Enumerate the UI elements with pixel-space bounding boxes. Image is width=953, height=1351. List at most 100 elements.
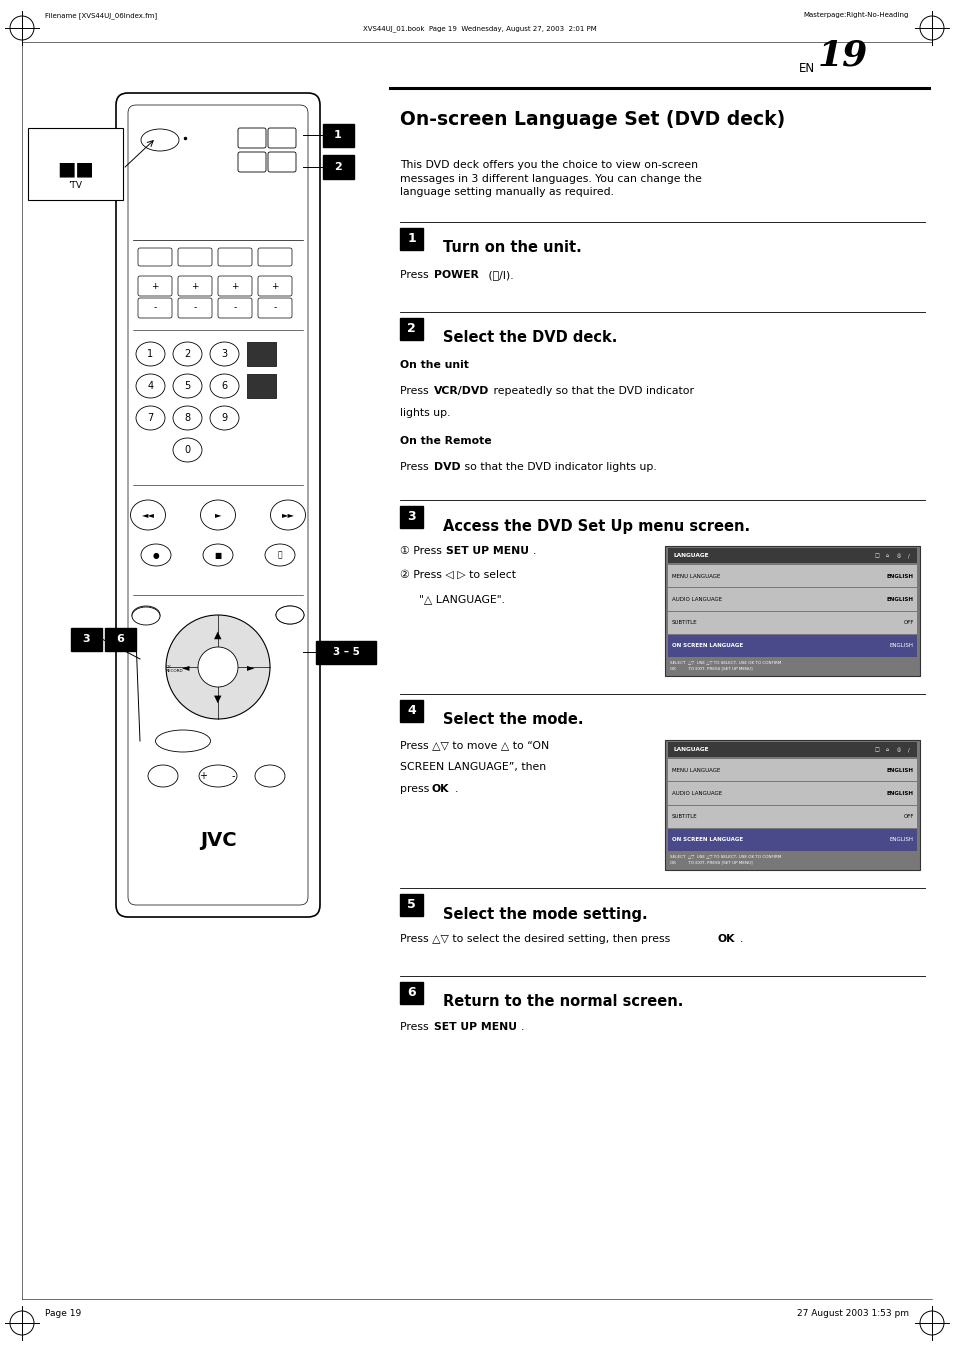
Text: 6: 6 (221, 381, 228, 390)
Text: Press: Press (399, 270, 432, 280)
Bar (247, 374, 275, 399)
Text: ▼: ▼ (214, 694, 221, 704)
Text: ⏯: ⏯ (277, 550, 282, 559)
Text: ENGLISH: ENGLISH (886, 597, 913, 603)
Bar (667, 635, 916, 657)
Text: Press: Press (399, 1021, 432, 1032)
Text: XVS44UJ_01.book  Page 19  Wednesday, August 27, 2003  2:01 PM: XVS44UJ_01.book Page 19 Wednesday, Augus… (362, 26, 596, 32)
Text: "△ LANGUAGE".: "△ LANGUAGE". (418, 594, 504, 604)
Text: ■■: ■■ (57, 159, 93, 178)
FancyBboxPatch shape (138, 276, 172, 296)
Text: ●: ● (152, 550, 159, 559)
Text: ① Press: ① Press (399, 546, 445, 557)
Text: This DVD deck offers you the choice to view on-screen
messages in 3 different la: This DVD deck offers you the choice to v… (399, 159, 701, 197)
FancyBboxPatch shape (268, 153, 295, 172)
Text: 7: 7 (147, 413, 153, 423)
Ellipse shape (265, 544, 294, 566)
Text: SET UP MENU: SET UP MENU (446, 546, 529, 557)
Text: ENGLISH: ENGLISH (889, 838, 913, 843)
Text: Page 19: Page 19 (45, 1309, 81, 1319)
Ellipse shape (172, 438, 202, 462)
FancyBboxPatch shape (218, 276, 252, 296)
Bar (322, 155, 354, 178)
Text: MENU LANGUAGE: MENU LANGUAGE (671, 574, 720, 578)
Text: On the Remote: On the Remote (399, 436, 491, 446)
FancyBboxPatch shape (218, 299, 252, 317)
Text: +: + (271, 281, 278, 290)
Text: 8: 8 (184, 413, 191, 423)
Ellipse shape (275, 607, 304, 624)
Ellipse shape (172, 374, 202, 399)
Text: 3: 3 (82, 634, 90, 644)
Text: ◄◄: ◄◄ (141, 511, 154, 520)
Ellipse shape (275, 607, 304, 624)
Text: 3: 3 (221, 349, 228, 359)
Ellipse shape (136, 374, 165, 399)
Bar (71, 627, 101, 650)
Text: 5: 5 (184, 381, 191, 390)
Text: ⌂: ⌂ (885, 553, 888, 558)
Text: OFF: OFF (902, 815, 913, 819)
FancyBboxPatch shape (237, 153, 266, 172)
Ellipse shape (172, 342, 202, 366)
Text: ⌂: ⌂ (885, 747, 888, 753)
Text: SELECT  △▽  USE △▽ TO SELECT, USE OK TO CONFIRM: SELECT △▽ USE △▽ TO SELECT, USE OK TO CO… (669, 854, 781, 858)
Bar (28, 128, 123, 200)
Text: Turn on the unit.: Turn on the unit. (442, 240, 581, 255)
Text: ■: ■ (214, 550, 221, 559)
Text: ►: ► (246, 662, 253, 671)
Text: AUDIO LANGUAGE: AUDIO LANGUAGE (671, 790, 721, 796)
Text: Select the mode.: Select the mode. (442, 712, 583, 727)
Text: 0: 0 (184, 444, 191, 455)
Bar (667, 565, 916, 588)
Text: 6: 6 (407, 986, 416, 1000)
Ellipse shape (148, 765, 178, 788)
Text: 19: 19 (817, 39, 867, 73)
Text: Select the mode setting.: Select the mode setting. (442, 907, 647, 921)
Text: 5: 5 (407, 898, 416, 912)
Text: 3: 3 (407, 511, 416, 523)
Text: Access the DVD Set Up menu screen.: Access the DVD Set Up menu screen. (442, 519, 749, 534)
Text: 'TV: 'TV (69, 181, 82, 190)
FancyBboxPatch shape (116, 93, 319, 917)
Ellipse shape (155, 730, 211, 753)
Bar (322, 123, 354, 146)
Text: SET UP MENU: SET UP MENU (434, 1021, 517, 1032)
Ellipse shape (254, 765, 285, 788)
Ellipse shape (132, 607, 160, 624)
Text: (⏻/I).: (⏻/I). (484, 270, 513, 280)
Bar (667, 759, 916, 781)
Text: On the unit: On the unit (399, 359, 468, 370)
FancyBboxPatch shape (138, 299, 172, 317)
Text: 1: 1 (148, 349, 153, 359)
FancyBboxPatch shape (218, 249, 252, 266)
Bar (667, 828, 916, 851)
Text: .: . (533, 546, 536, 557)
Text: repeatedly so that the DVD indicator: repeatedly so that the DVD indicator (490, 386, 693, 396)
Text: OK          TO EXIT, PRESS [SET UP MENU]: OK TO EXIT, PRESS [SET UP MENU] (669, 861, 752, 865)
Text: Press: Press (399, 462, 432, 471)
FancyBboxPatch shape (138, 249, 172, 266)
FancyBboxPatch shape (178, 276, 212, 296)
Ellipse shape (172, 407, 202, 430)
Text: OFF: OFF (902, 620, 913, 626)
Text: ENGLISH: ENGLISH (886, 574, 913, 578)
Bar (247, 342, 275, 366)
Ellipse shape (210, 407, 239, 430)
FancyBboxPatch shape (257, 276, 292, 296)
Text: 2: 2 (407, 323, 416, 335)
Text: SCREEN LANGUAGE”, then: SCREEN LANGUAGE”, then (399, 762, 545, 771)
Ellipse shape (210, 374, 239, 399)
FancyBboxPatch shape (237, 128, 266, 149)
Text: Filename [XVS44UJ_06Index.fm]: Filename [XVS44UJ_06Index.fm] (45, 12, 157, 19)
Bar (667, 782, 916, 804)
FancyBboxPatch shape (268, 128, 295, 149)
Bar (399, 700, 423, 721)
Text: ◄: ◄ (182, 662, 190, 671)
Text: +: + (199, 771, 207, 781)
Text: POWER: POWER (434, 270, 478, 280)
Text: ►: ► (214, 511, 221, 520)
Text: 3 – 5: 3 – 5 (333, 647, 359, 657)
Bar (105, 627, 135, 650)
Text: JVC: JVC (199, 831, 236, 850)
